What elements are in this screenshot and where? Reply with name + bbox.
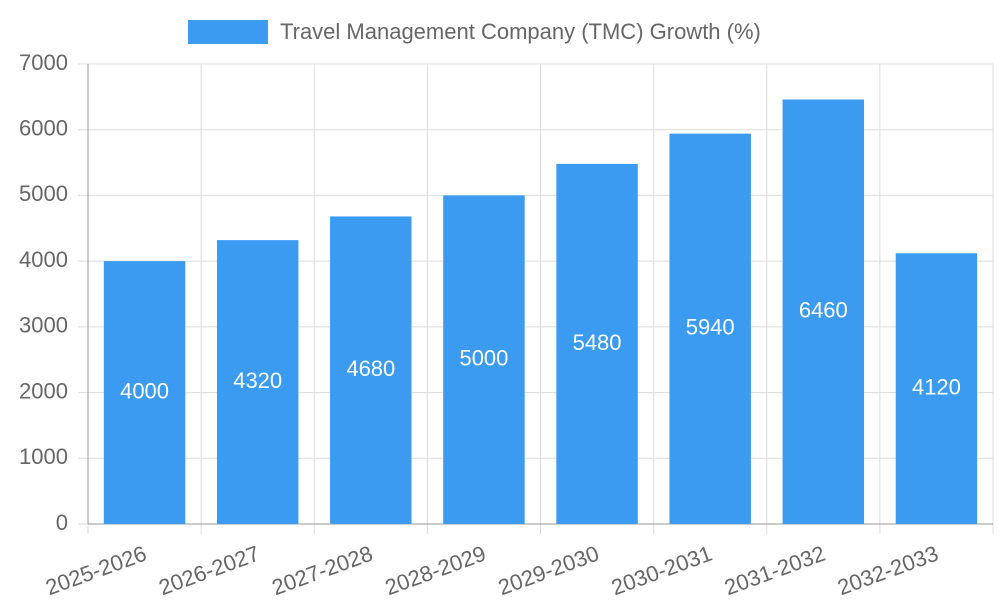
y-tick-label: 2000 [19,378,68,403]
x-tick-label: 2027-2028 [269,541,376,600]
bar [782,99,865,524]
bar [556,163,638,524]
legend-label: Travel Management Company (TMC) Growth (… [280,19,761,44]
y-tick-label: 7000 [19,50,68,75]
bar [895,253,978,524]
bar [103,261,186,524]
data-label: 5480 [573,330,622,355]
bar [216,240,299,524]
y-tick-label: 3000 [19,313,68,338]
legend: Travel Management Company (TMC) Growth (… [188,19,761,44]
y-tick-label: 4000 [19,247,68,272]
x-tick-label: 2028-2029 [382,541,489,600]
data-label: 4000 [120,378,169,403]
x-tick-label: 2031-2032 [721,541,828,600]
y-tick-label: 0 [56,510,68,535]
data-label: 4120 [912,374,961,399]
bar [443,195,525,524]
x-tick-label: 2030-2031 [608,541,715,600]
legend-swatch [188,20,268,44]
x-tick-label: 2029-2030 [495,541,602,600]
data-label: 4680 [346,356,395,381]
bar [330,216,412,524]
data-label: 4320 [233,368,282,393]
x-tick-label: 2032-2033 [834,541,941,600]
data-label: 5940 [686,315,735,340]
y-tick-label: 6000 [19,116,68,141]
y-tick-label: 1000 [19,444,68,469]
data-label: 5000 [459,346,508,371]
y-tick-label: 5000 [19,181,68,206]
x-tick-label: 2026-2027 [155,541,262,600]
x-tick-label: 2025-2026 [42,541,149,600]
data-label: 6460 [799,298,848,323]
bar [669,133,751,524]
